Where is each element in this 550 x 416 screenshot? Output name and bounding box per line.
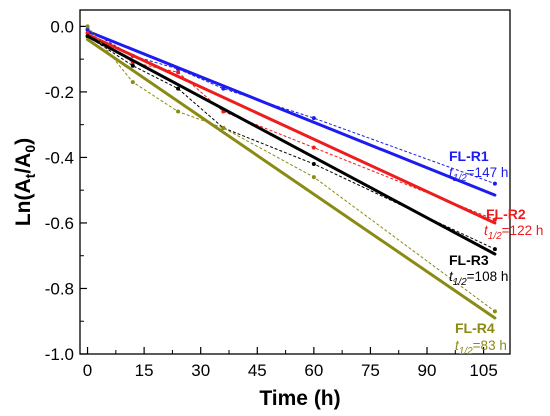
data-point-fl-r3-2 bbox=[176, 86, 181, 91]
halflife-fl-r3: t1/2=108 h bbox=[449, 269, 508, 288]
series-fl-r4 bbox=[85, 24, 497, 320]
data-point-fl-r3-5 bbox=[492, 247, 497, 252]
fit-line-fl-r3 bbox=[86, 34, 497, 256]
data-trace-fl-r2 bbox=[87, 32, 496, 221]
y-axis-title-mid: /A bbox=[12, 153, 35, 174]
y-axis-title-sub2: 0 bbox=[22, 145, 38, 153]
data-point-fl-r4-2 bbox=[176, 109, 181, 114]
series-name-fl-r1: FL-R1 bbox=[449, 148, 489, 164]
x-tick-label-45: 45 bbox=[248, 361, 267, 380]
data-point-fl-r2-5 bbox=[492, 217, 497, 222]
fit-line-fl-r4 bbox=[86, 37, 497, 320]
y-tick-label-5: -1.0 bbox=[45, 345, 74, 364]
label-fl-r4: FL-R4 t1/2=83 h bbox=[455, 320, 507, 357]
series-fl-r1 bbox=[85, 27, 497, 197]
data-point-fl-r4-4 bbox=[311, 175, 316, 180]
axis-ticks: 0 15 30 45 60 75 90 105 0.0 -0.2 -0.4 -0.6 -0.8 -1.0 bbox=[45, 17, 498, 380]
x-tick-label-105: 105 bbox=[469, 361, 497, 380]
data-point-fl-r1-4 bbox=[311, 116, 316, 121]
data-point-fl-r3-1 bbox=[130, 63, 135, 68]
x-tick-label-90: 90 bbox=[418, 361, 437, 380]
halflife-fl-r2: t1/2=122 h bbox=[484, 223, 543, 242]
y-tick-label-2: -0.4 bbox=[45, 148, 74, 167]
y-tick-label-1: -0.2 bbox=[45, 83, 74, 102]
halflife-fl-r1: t1/2=147 h bbox=[449, 165, 508, 184]
data-point-fl-r4-1 bbox=[130, 80, 135, 85]
x-tick-label-75: 75 bbox=[361, 361, 380, 380]
label-fl-r2: FL-R2 t1/2=122 h bbox=[484, 206, 543, 242]
x-tick-label-60: 60 bbox=[304, 361, 323, 380]
y-tick-label-3: -0.6 bbox=[45, 214, 74, 233]
plot-frame bbox=[79, 9, 511, 355]
halflife-fl-r4: t1/2=83 h bbox=[455, 338, 507, 357]
series-layer bbox=[85, 24, 497, 320]
data-point-fl-r2-2 bbox=[176, 70, 181, 75]
data-point-fl-r4-5 bbox=[492, 309, 497, 314]
data-point-fl-r4-0 bbox=[85, 24, 90, 29]
fit-line-fl-r2 bbox=[86, 33, 497, 225]
y-axis-title-post: ) bbox=[12, 138, 35, 145]
y-axis-title-sub1: t bbox=[22, 173, 38, 178]
x-axis-title: Time (h) bbox=[259, 387, 340, 410]
y-tick-label-0: 0.0 bbox=[50, 17, 74, 36]
series-name-fl-r3: FL-R3 bbox=[449, 252, 489, 268]
series-name-fl-r4: FL-R4 bbox=[455, 320, 495, 336]
x-tick-label-30: 30 bbox=[191, 361, 210, 380]
series-fl-r3 bbox=[85, 34, 497, 256]
y-tick-label-4: -0.8 bbox=[45, 279, 74, 298]
label-fl-r1: FL-R1 t1/2=147 h bbox=[449, 148, 508, 184]
data-trace-fl-r3 bbox=[87, 35, 496, 250]
fit-line-fl-r1 bbox=[86, 29, 497, 197]
data-point-fl-r1-5 bbox=[492, 181, 497, 186]
data-point-fl-r2-4 bbox=[311, 145, 316, 150]
series-name-fl-r2: FL-R2 bbox=[486, 206, 526, 222]
x-tick-label-15: 15 bbox=[135, 361, 154, 380]
data-point-fl-r4-3 bbox=[221, 125, 226, 130]
x-tick-label-0: 0 bbox=[83, 361, 92, 380]
label-fl-r3: FL-R3 t1/2=108 h bbox=[449, 252, 508, 288]
y-axis-title: Ln(At/A0) bbox=[12, 138, 38, 226]
y-axis-title-pre: Ln(A bbox=[12, 178, 35, 226]
data-trace-fl-r1 bbox=[87, 29, 496, 185]
data-point-fl-r3-4 bbox=[311, 161, 316, 166]
